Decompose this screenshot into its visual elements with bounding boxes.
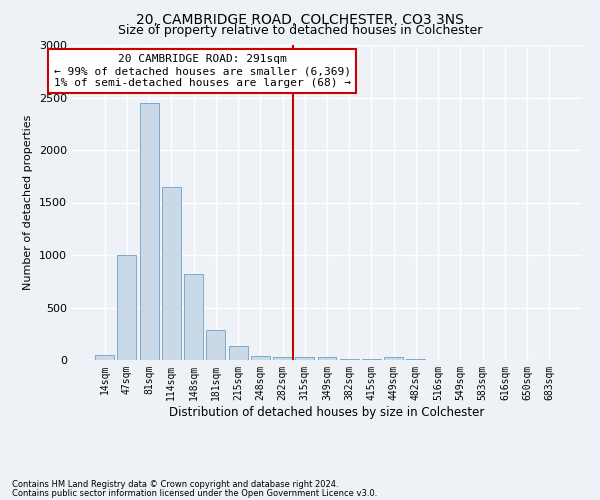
- Bar: [140, 103, 158, 360]
- Y-axis label: Number of detached properties: Number of detached properties: [23, 115, 34, 290]
- Bar: [317, 358, 337, 360]
- Bar: [229, 346, 248, 360]
- Bar: [162, 186, 181, 360]
- Bar: [118, 255, 136, 360]
- Bar: [273, 357, 292, 360]
- Text: Contains HM Land Registry data © Crown copyright and database right 2024.: Contains HM Land Registry data © Crown c…: [12, 480, 338, 489]
- Bar: [206, 330, 225, 360]
- Bar: [384, 357, 403, 360]
- Bar: [184, 274, 203, 360]
- Bar: [251, 356, 270, 360]
- Bar: [95, 355, 114, 360]
- Text: 20 CAMBRIDGE ROAD: 291sqm
← 99% of detached houses are smaller (6,369)
1% of sem: 20 CAMBRIDGE ROAD: 291sqm ← 99% of detac…: [53, 54, 350, 88]
- Text: Contains public sector information licensed under the Open Government Licence v3: Contains public sector information licen…: [12, 488, 377, 498]
- Text: 20, CAMBRIDGE ROAD, COLCHESTER, CO3 3NS: 20, CAMBRIDGE ROAD, COLCHESTER, CO3 3NS: [136, 12, 464, 26]
- X-axis label: Distribution of detached houses by size in Colchester: Distribution of detached houses by size …: [169, 406, 485, 418]
- Text: Size of property relative to detached houses in Colchester: Size of property relative to detached ho…: [118, 24, 482, 37]
- Bar: [295, 357, 314, 360]
